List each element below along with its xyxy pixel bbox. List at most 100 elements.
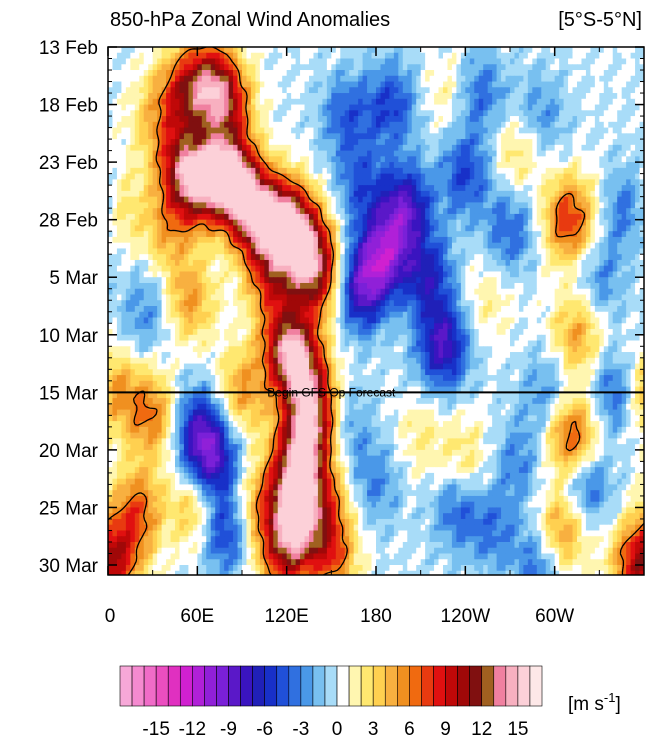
heatmap-cell [126,128,131,134]
heatmap-cell [269,156,274,162]
heatmap-cell [425,243,430,249]
heatmap-cell [269,277,274,283]
heatmap-cell [385,283,390,289]
heatmap-cell [327,220,332,226]
heatmap-cell [470,122,475,128]
heatmap-cell [126,243,131,249]
heatmap-cell [412,99,417,105]
heatmap-cell [117,122,122,128]
heatmap-cell [349,76,354,82]
heatmap-cell [305,151,310,157]
heatmap-cell [264,76,269,82]
heatmap-cell [514,64,519,70]
heatmap-cell [202,151,207,157]
heatmap-cell [613,191,618,197]
heatmap-cell [153,168,158,174]
heatmap-cell [497,266,502,272]
heatmap-cell [264,156,269,162]
heatmap-cell [184,208,189,214]
heatmap-cell [318,47,323,53]
heatmap-cell [385,82,390,88]
heatmap-cell [439,277,444,283]
heatmap-cell [568,105,573,111]
heatmap-cell [242,122,247,128]
heatmap-cell [121,191,126,197]
heatmap-cell [135,47,140,53]
heatmap-cell [121,145,126,151]
heatmap-cell [358,266,363,272]
heatmap-cell [488,82,493,88]
heatmap-cell [519,116,524,122]
heatmap-cell [497,191,502,197]
heatmap-cell [305,277,310,283]
heatmap-cell [313,82,318,88]
heatmap-cell [309,64,314,70]
heatmap-cell [251,93,256,99]
heatmap-cell [367,243,372,249]
heatmap-cell [126,93,131,99]
heatmap-cell [465,82,470,88]
heatmap-cell [121,116,126,122]
heatmap-cell [349,116,354,122]
heatmap-cell [282,191,287,197]
heatmap-cell [264,248,269,254]
heatmap-cell [389,197,394,203]
heatmap-cell [273,122,278,128]
heatmap-cell [532,191,537,197]
heatmap-cell [148,237,153,243]
heatmap-cell [246,151,251,157]
heatmap-cell [452,162,457,168]
heatmap-cell [224,47,229,53]
heatmap-cell [255,220,260,226]
heatmap-cell [577,277,582,283]
heatmap-cell [555,82,560,88]
heatmap-cell [197,202,202,208]
heatmap-cell [514,145,519,151]
heatmap-cell [372,145,377,151]
heatmap-cell [184,202,189,208]
heatmap-cell [229,122,234,128]
heatmap-cell [305,105,310,111]
heatmap-cell [318,110,323,116]
heatmap-cell [389,64,394,70]
heatmap-cell [291,243,296,249]
heatmap-cell [604,151,609,157]
heatmap-cell [372,202,377,208]
heatmap-cell [255,99,260,105]
heatmap-cell [479,277,484,283]
heatmap-cell [573,174,578,180]
heatmap-cell [380,220,385,226]
heatmap-cell [559,76,564,82]
heatmap-cell [260,185,265,191]
heatmap-cell [608,243,613,249]
heatmap-cell [590,243,595,249]
heatmap-cell [555,185,560,191]
heatmap-cell [175,266,180,272]
heatmap-cell [604,82,609,88]
heatmap-cell [380,197,385,203]
heatmap-cell [385,248,390,254]
heatmap-cell [313,254,318,260]
heatmap-cell [215,128,220,134]
heatmap-cell [523,151,528,157]
heatmap-cell [139,151,144,157]
heatmap-cell [421,266,426,272]
heatmap-cell [541,53,546,59]
heatmap-cell [443,271,448,277]
heatmap-cell [599,47,604,53]
heatmap-cell [577,185,582,191]
heatmap-cell [309,174,314,180]
heatmap-cell [246,53,251,59]
heatmap-cells [108,47,644,577]
heatmap-cell [447,237,452,243]
heatmap-cell [171,266,176,272]
heatmap-cell [599,116,604,122]
heatmap-cell [112,87,117,93]
heatmap-cell [559,208,564,214]
heatmap-cell [211,231,216,237]
heatmap-cell [421,156,426,162]
heatmap-cell [465,266,470,272]
heatmap-cell [354,168,359,174]
heatmap-cell [604,59,609,65]
heatmap-cell [380,145,385,151]
